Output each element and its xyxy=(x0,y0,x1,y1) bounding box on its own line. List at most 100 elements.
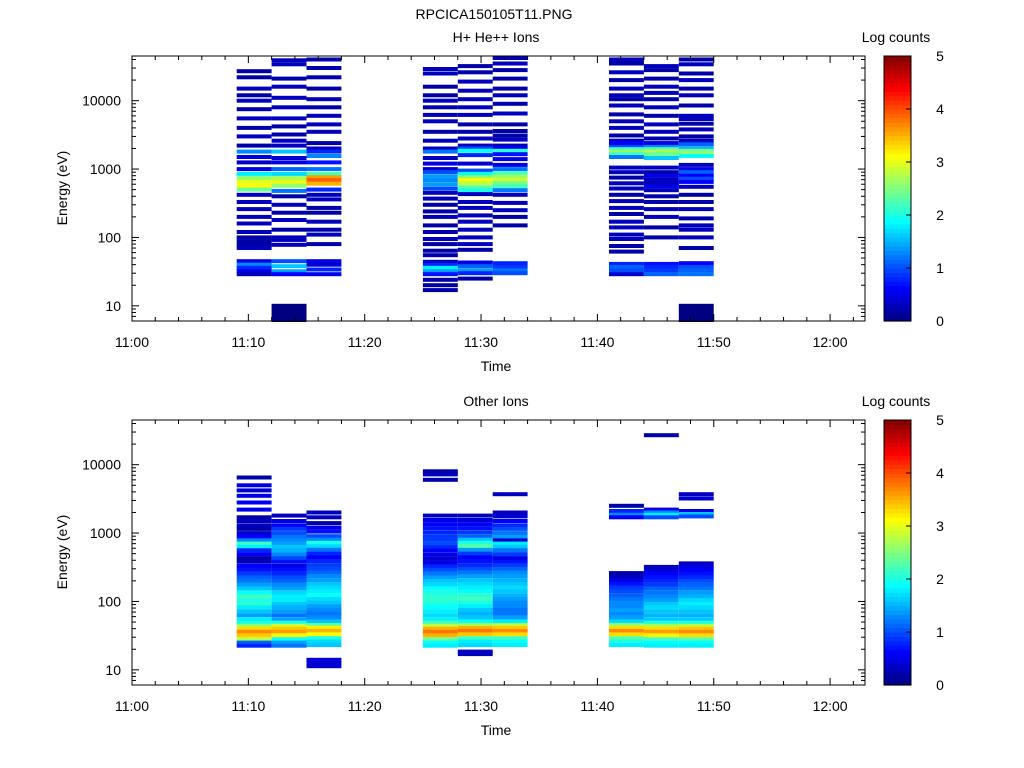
colorbar-segment xyxy=(884,428,911,434)
heatmap-cell xyxy=(643,261,679,266)
heatmap-cell xyxy=(422,84,458,89)
heatmap-cell xyxy=(492,268,528,273)
heatmap-cell xyxy=(422,637,458,642)
heatmap-cell xyxy=(271,156,307,160)
colorbar-segment xyxy=(884,290,911,296)
colorbar-segment xyxy=(884,303,911,309)
heatmap-cell xyxy=(422,259,458,264)
heatmap-cell xyxy=(457,513,493,518)
heatmap-cell xyxy=(457,153,493,158)
heatmap-cell xyxy=(457,589,493,594)
heatmap-cell xyxy=(492,171,528,176)
heatmap-cell xyxy=(643,84,679,89)
colorbar-segment xyxy=(884,570,911,576)
heatmap-cell xyxy=(492,192,528,197)
heatmap-cell xyxy=(643,156,679,160)
heatmap-cell xyxy=(422,161,458,166)
heatmap-cell xyxy=(492,137,528,142)
heatmap-cell xyxy=(422,578,458,583)
heatmap-cell xyxy=(457,88,493,93)
heatmap-cell xyxy=(306,175,342,180)
heatmap-cell xyxy=(643,188,679,193)
colorbar-segment xyxy=(884,596,911,602)
heatmap-cell xyxy=(643,571,679,576)
heatmap-cell xyxy=(271,552,307,557)
heatmap-cell xyxy=(422,174,458,179)
heatmap-cell xyxy=(678,571,714,576)
heatmap-cell xyxy=(422,71,458,76)
heatmap-cell xyxy=(306,559,342,563)
heatmap-cell xyxy=(457,185,493,190)
heatmap-cell xyxy=(236,538,272,543)
heatmap-cell xyxy=(271,605,307,610)
colorbar-segment xyxy=(884,162,911,168)
heatmap-cell xyxy=(457,79,493,84)
heatmap-cell xyxy=(236,626,272,631)
heatmap-cell xyxy=(609,571,644,576)
heatmap-cell xyxy=(422,196,458,201)
heatmap-cell xyxy=(492,538,528,543)
colorbar-segment xyxy=(884,499,911,505)
x-tick-label: 11:10 xyxy=(231,698,265,714)
heatmap-cell xyxy=(236,556,272,561)
colorbar-label: Log counts xyxy=(862,393,931,409)
heatmap-cell xyxy=(236,609,272,614)
heatmap-cell xyxy=(457,643,493,648)
heatmap-cell xyxy=(609,181,644,186)
heatmap-cell xyxy=(492,531,528,536)
y-tick-label: 10 xyxy=(105,662,121,678)
heatmap-cell xyxy=(271,601,307,606)
heatmap-cell xyxy=(457,585,493,590)
heatmap-cell xyxy=(271,526,307,531)
heatmap-cell xyxy=(306,171,342,176)
heatmap-cell xyxy=(236,605,272,610)
heatmap-cell xyxy=(306,604,342,609)
heatmap-cell xyxy=(457,639,493,644)
heatmap-cell xyxy=(422,277,458,282)
heatmap-cell xyxy=(492,101,528,106)
heatmap-cell xyxy=(678,138,714,143)
heatmap-cell xyxy=(271,202,307,207)
heatmap-cell xyxy=(271,105,307,110)
heatmap-cell xyxy=(492,129,528,133)
colorbar-segment xyxy=(884,135,911,141)
colorbar-segment xyxy=(884,521,911,527)
colorbar-segment xyxy=(884,117,911,123)
heatmap-cell xyxy=(457,171,493,176)
heatmap-cell xyxy=(457,268,493,273)
heatmap-cell xyxy=(271,571,307,576)
heatmap-cell xyxy=(236,623,272,628)
colorbar-segment xyxy=(884,636,911,642)
heatmap-cell xyxy=(236,93,272,98)
heatmap-cell xyxy=(236,116,272,121)
heatmap-cell xyxy=(271,531,307,536)
heatmap-cell xyxy=(678,127,714,132)
heatmap-cell xyxy=(306,578,342,583)
heatmap-cell xyxy=(271,210,307,215)
heatmap-cell xyxy=(678,318,714,322)
heatmap-cell xyxy=(492,86,528,91)
heatmap-cell xyxy=(422,567,458,572)
heatmap-cell xyxy=(492,629,528,633)
heatmap-cell xyxy=(492,76,528,81)
heatmap-cell xyxy=(422,518,458,522)
heatmap-cell xyxy=(271,84,307,89)
heatmap-cell xyxy=(492,559,528,564)
colorbar-segment xyxy=(884,671,911,677)
heatmap-cell xyxy=(236,214,272,219)
heatmap-cell xyxy=(643,564,679,569)
heatmap-cell xyxy=(236,86,272,91)
heatmap-cell xyxy=(457,112,493,117)
heatmap-cell xyxy=(643,147,679,152)
heatmap-cell xyxy=(306,611,342,616)
heatmap-cell xyxy=(492,200,528,205)
heatmap-cell xyxy=(457,600,493,605)
heatmap-cell xyxy=(492,585,528,590)
heatmap-cell xyxy=(236,578,272,583)
heatmap-cell xyxy=(678,561,714,566)
heatmap-cell xyxy=(678,167,714,172)
heatmap-cell xyxy=(306,192,342,197)
heatmap-cell xyxy=(306,623,342,628)
heatmap-cell xyxy=(609,219,644,224)
